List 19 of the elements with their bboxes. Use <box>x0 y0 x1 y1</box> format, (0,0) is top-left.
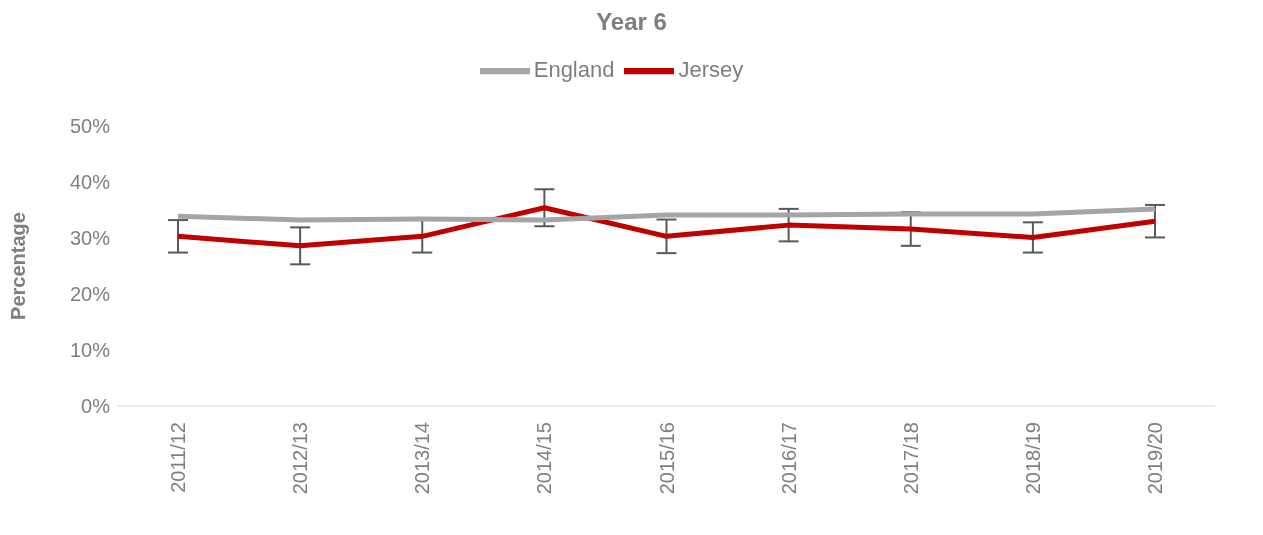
x-tick-label: 2012/13 <box>289 422 312 495</box>
y-tick-label: 20% <box>69 283 111 306</box>
y-axis-title: Percentage <box>7 212 30 320</box>
x-tick-label: 2019/20 <box>1144 422 1166 495</box>
legend-label: Jersey <box>678 56 744 82</box>
x-tick-label: 2014/15 <box>533 422 556 495</box>
x-tick-label: 2016/17 <box>777 422 800 495</box>
x-tick-label: 2015/16 <box>655 422 678 495</box>
y-tick-label: 10% <box>69 339 111 362</box>
y-tick-label: 30% <box>69 227 111 250</box>
x-tick-label: 2017/18 <box>899 422 922 495</box>
y-tick-label: 40% <box>69 171 111 194</box>
y-tick-label: 0% <box>81 395 111 418</box>
legend-label: England <box>533 56 615 82</box>
x-tick-label: 2013/14 <box>411 422 434 495</box>
y-tick-label: 50% <box>69 115 111 138</box>
chart-title: Year 6 <box>595 8 668 36</box>
x-tick-label: 2011/12 <box>167 422 189 493</box>
x-tick-label: 2018/19 <box>1021 422 1044 495</box>
